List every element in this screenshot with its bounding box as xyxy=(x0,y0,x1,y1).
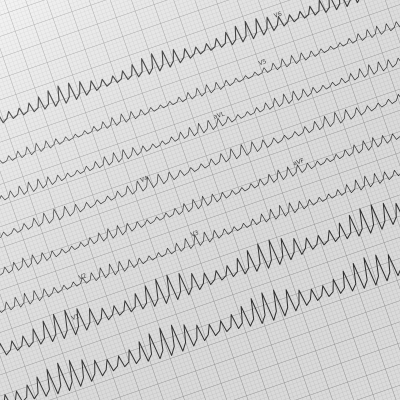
page: V6V5aVLV4aVFV3V2V1aVR (() => { const dat… xyxy=(0,0,400,400)
lighting xyxy=(0,0,400,400)
ecg-photo: V6V5aVLV4aVFV3V2V1aVR xyxy=(0,0,400,400)
